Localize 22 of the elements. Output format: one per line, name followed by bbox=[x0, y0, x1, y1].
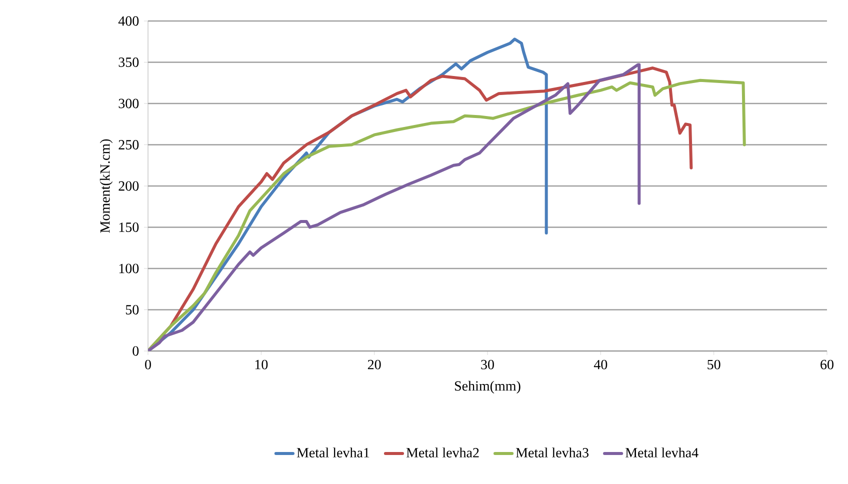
y-tick-label: 300 bbox=[118, 98, 139, 108]
y-tick-label: 100 bbox=[119, 264, 139, 274]
y-tick-label: 0 bbox=[132, 346, 139, 356]
x-tick-label: 40 bbox=[594, 360, 608, 370]
x-axis-title: Sehim(mm) bbox=[455, 380, 520, 394]
x-tick-label: 60 bbox=[820, 360, 834, 370]
legend-label: Metal levha4 bbox=[626, 448, 698, 458]
y-tick-label: 50 bbox=[126, 305, 139, 314]
legend-label: Metal levha2 bbox=[406, 448, 479, 458]
y-tick-label: 150 bbox=[119, 222, 139, 232]
y-tick-label: 350 bbox=[118, 58, 139, 67]
legend-label: Metal levha1 bbox=[296, 448, 370, 458]
x-tick-label: 50 bbox=[708, 360, 720, 370]
x-tick-label: 10 bbox=[255, 360, 268, 370]
x-tick-label: 0 bbox=[145, 360, 151, 370]
x-tick-label: 30 bbox=[481, 360, 494, 370]
y-tick-label: 400 bbox=[118, 16, 139, 26]
legend-label: Metal levha3 bbox=[516, 448, 588, 458]
y-axis-title: Moment(kN.cm) bbox=[100, 139, 113, 233]
y-tick-label: 250 bbox=[118, 140, 139, 150]
x-tick-label: 20 bbox=[368, 360, 381, 370]
y-tick-label: 200 bbox=[118, 181, 139, 191]
